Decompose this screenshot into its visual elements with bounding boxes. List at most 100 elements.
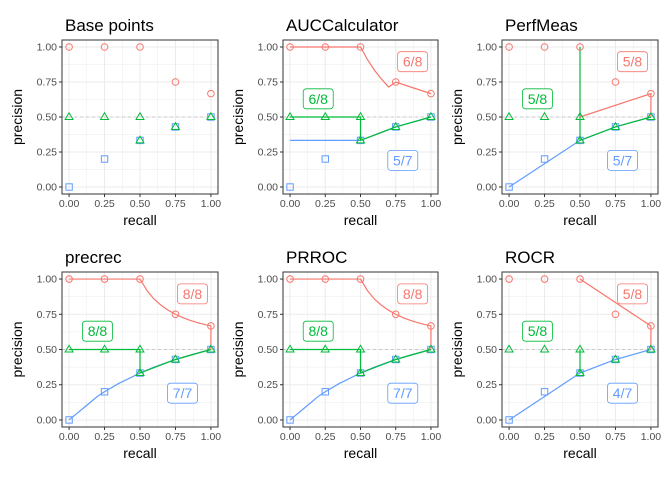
data-label-red: 5/8 [623, 286, 643, 302]
point-green-triangle [99, 344, 110, 353]
point-green-triangle [135, 367, 145, 377]
curve-red [579, 92, 652, 118]
point-green-triangle [170, 354, 181, 363]
panel-6: 5/8 5/8 4/7 0.00 0.25 0.50 0.75 1.00 0.00 0.25 0.5… [449, 248, 661, 461]
point-green-triangle [504, 111, 514, 121]
point-blue-square [286, 183, 294, 191]
y-tick-label: 0.00 [258, 182, 279, 194]
x-tick-label: 0.25 [534, 198, 555, 210]
y-tick-label: 0.25 [477, 379, 498, 391]
label-box-green [522, 88, 553, 110]
x-tick-label: 0.00 [59, 431, 80, 443]
point-blue-square [611, 123, 620, 131]
point-red-circle [207, 89, 215, 98]
point-green-triangle [504, 344, 514, 353]
point-blue-square [100, 388, 109, 396]
data-label-red: 8/8 [183, 286, 203, 302]
point-red-circle [100, 43, 109, 51]
point-green-triangle [646, 111, 656, 121]
label-box-blue [607, 149, 638, 171]
point-green-triangle [575, 367, 585, 377]
x-tick-label: 0.75 [605, 431, 626, 443]
point-blue-square [540, 155, 549, 163]
point-green-triangle [539, 111, 550, 121]
point-green-triangle [64, 111, 74, 121]
x-axis-label: recall [344, 212, 377, 228]
data-label-blue: 5/7 [393, 152, 413, 168]
point-green-triangle [135, 135, 145, 144]
x-tick-label: 0.50 [130, 431, 151, 443]
panel-1: 0.00 0.25 0.50 0.75 1.00 0.00 0.25 0.50 0.75 1.00… [9, 16, 221, 228]
point-blue-square [392, 355, 400, 364]
point-red-circle [427, 89, 435, 98]
panel-3: 5/8 5/8 5/7 0.00 0.25 0.50 0.75 1.00 0.00 0.25 0.5… [449, 16, 661, 228]
point-red-circle [356, 43, 365, 51]
point-green-triangle [426, 111, 436, 121]
panel-title: Base points [65, 16, 154, 35]
y-tick-label: 0.75 [477, 77, 498, 89]
x-axis-label: recall [563, 212, 596, 228]
label-box-blue [607, 382, 638, 404]
x-tick-label: 0.25 [534, 431, 555, 443]
point-green-triangle [320, 344, 331, 353]
point-blue-square [207, 345, 215, 354]
point-red-circle [171, 310, 180, 319]
x-tick-label: 0.75 [165, 198, 186, 210]
label-box-blue [387, 382, 419, 404]
point-blue-square [505, 416, 513, 424]
label-box-green [522, 320, 553, 342]
point-green-triangle [135, 344, 145, 353]
y-tick-label: 0.00 [37, 414, 58, 426]
point-red-circle [136, 275, 144, 283]
data-label-red: 8/8 [403, 286, 423, 302]
point-green-triangle [575, 344, 585, 353]
point-green-triangle [426, 344, 436, 353]
point-green-triangle [575, 111, 585, 121]
point-green-triangle [285, 111, 295, 121]
y-tick-label: 0.75 [258, 77, 279, 89]
y-tick-label: 1.00 [258, 274, 279, 286]
data-label-blue: 7/7 [173, 385, 193, 401]
point-blue-square [171, 355, 180, 364]
point-red-circle [427, 322, 435, 330]
point-red-circle [286, 275, 294, 283]
y-tick-label: 0.00 [258, 414, 279, 426]
x-tick-label: 0.00 [280, 198, 301, 210]
point-blue-square [647, 113, 655, 121]
point-green-triangle [64, 344, 74, 353]
panel-title: PRROC [286, 248, 347, 267]
point-red-circle [356, 275, 365, 283]
point-green-triangle [206, 111, 216, 121]
y-tick-label: 0.00 [477, 182, 498, 194]
panel-5: 8/8 8/8 7/7 0.00 0.25 0.50 0.75 1.00 0.00 0.25 0.5… [230, 248, 441, 461]
panel-title: precrec [65, 248, 122, 267]
point-blue-square [647, 345, 655, 354]
y-tick-label: 0.25 [258, 379, 279, 391]
data-label-green: 6/8 [308, 91, 328, 107]
x-tick-label: 0.50 [570, 198, 591, 210]
point-blue-square [171, 123, 180, 131]
x-tick-label: 0.50 [350, 431, 371, 443]
curve-green [290, 348, 432, 374]
x-tick-label: 1.00 [641, 198, 662, 210]
point-green-triangle [539, 344, 550, 353]
data-label-blue: 4/7 [613, 385, 633, 401]
point-green-triangle [575, 135, 585, 144]
panel-title: AUCCalculator [286, 16, 399, 35]
y-tick-label: 1.00 [477, 42, 498, 54]
point-red-circle [647, 89, 655, 98]
point-blue-square [392, 123, 400, 131]
x-tick-label: 0.25 [315, 198, 336, 210]
point-green-triangle [390, 121, 401, 130]
point-blue-square [286, 416, 294, 424]
point-red-circle [576, 43, 584, 51]
x-tick-label: 0.00 [499, 198, 520, 210]
y-tick-label: 0.75 [37, 309, 58, 321]
x-tick-label: 0.00 [59, 198, 80, 210]
data-label-green: 8/8 [308, 323, 328, 339]
point-red-circle [321, 43, 330, 51]
y-axis-label: precision [230, 321, 246, 377]
x-tick-label: 0.75 [605, 198, 626, 210]
